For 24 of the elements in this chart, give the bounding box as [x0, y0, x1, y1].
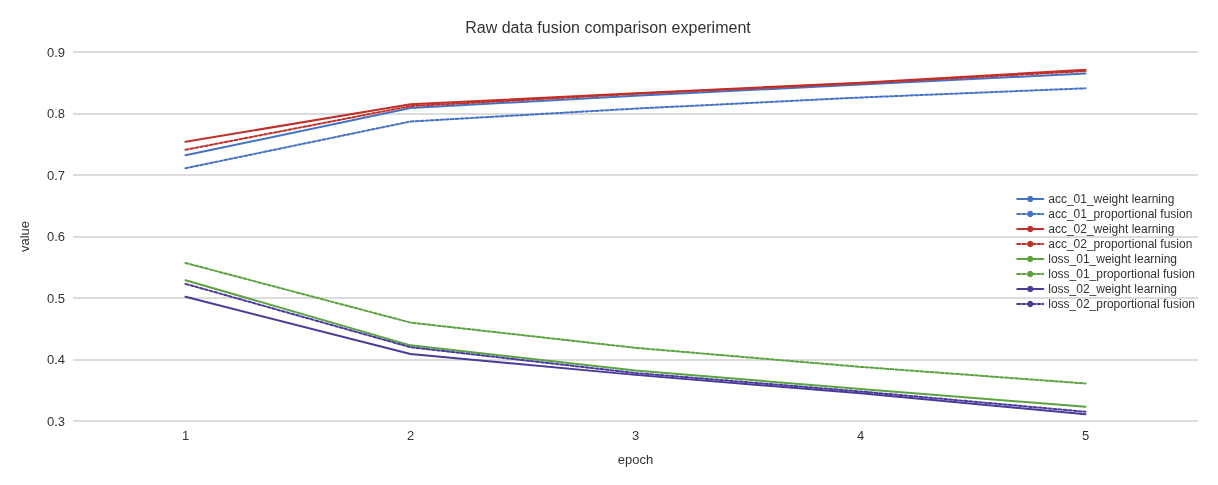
- legend-label: acc_02_proportional fusion: [1048, 237, 1193, 251]
- y-axis-title: value: [17, 220, 32, 253]
- x-tick-label: 2: [406, 428, 415, 443]
- line-series: [184, 87, 1087, 170]
- legend-label: loss_01_weight learning: [1048, 252, 1177, 266]
- legend-label: loss_01_proportional fusion: [1048, 267, 1195, 281]
- legend-label: acc_01_proportional fusion: [1048, 207, 1193, 221]
- chart-title: Raw data fusion comparison experiment: [465, 18, 752, 36]
- y-tick-label: 0.9: [46, 44, 65, 60]
- x-axis-title: epoch: [617, 452, 654, 467]
- y-tick-label: 0.4: [46, 352, 65, 367]
- y-tick-label: 0.6: [46, 229, 65, 244]
- y-tick-label: 0.3: [46, 413, 65, 429]
- legend-label: loss_02_weight learning: [1048, 282, 1177, 296]
- legend-label: loss_02_proportional fusion: [1048, 297, 1195, 311]
- legend-label: acc_01_weight learning: [1048, 192, 1175, 206]
- legend-label: acc_02_weight learning: [1048, 222, 1175, 236]
- x-tick-label: 1: [181, 428, 190, 443]
- x-tick-label: 3: [631, 428, 640, 443]
- y-tick-label: 0.7: [46, 167, 65, 183]
- y-tick-label: 0.5: [46, 290, 65, 306]
- y-tick-label: 0.8: [46, 106, 65, 121]
- x-tick-label: 5: [1081, 428, 1090, 443]
- x-tick-label: 4: [856, 428, 865, 443]
